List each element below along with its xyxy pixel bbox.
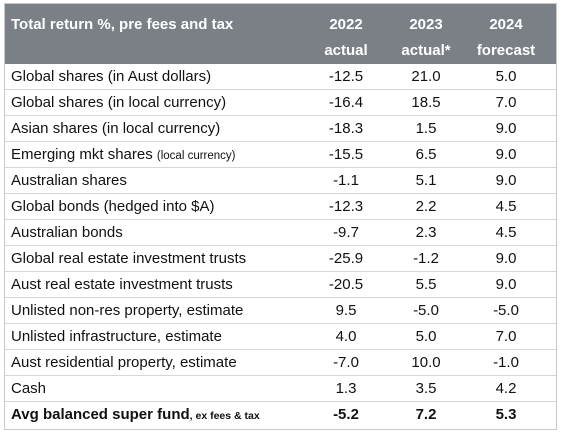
value-2024: 9.0 bbox=[495, 120, 517, 137]
value-2022: -7.0 bbox=[333, 354, 359, 371]
row-label: Australian shares bbox=[11, 172, 127, 189]
row-label: Avg balanced super fund, ex fees & tax bbox=[11, 406, 260, 423]
row-label-text: Global real estate investment trusts bbox=[11, 250, 247, 267]
value-2024: -5.0 bbox=[493, 302, 519, 319]
returns-table: Total return %, pre fees and tax 2022 ac… bbox=[4, 3, 557, 430]
table-row: Aust real estate investment trusts -20.5 5… bbox=[5, 272, 556, 298]
row-label-note: , ex fees & tax bbox=[189, 410, 260, 422]
value-2022: -5.2 bbox=[333, 406, 359, 423]
value-2023: 1.5 bbox=[415, 120, 437, 137]
value-2022: -20.5 bbox=[328, 276, 364, 293]
value-2022: -12.5 bbox=[328, 68, 364, 85]
value-2024: 4.5 bbox=[495, 224, 517, 241]
row-label-text: Emerging mkt shares bbox=[11, 146, 157, 163]
row-label: Aust residential property, estimate bbox=[11, 354, 237, 371]
row-label-text: Cash bbox=[11, 380, 47, 397]
row-label: Emerging mkt shares (local currency) bbox=[11, 146, 236, 163]
row-label-text: Global bonds (hedged into $A) bbox=[11, 198, 215, 215]
row-label-note: (local currency) bbox=[156, 150, 236, 162]
value-2024: 4.5 bbox=[495, 198, 517, 215]
value-2024: 9.0 bbox=[495, 146, 517, 163]
row-label: Unlisted non-res property, estimate bbox=[11, 302, 243, 319]
total-row: Avg balanced super fund, ex fees & tax -5… bbox=[5, 402, 556, 428]
table-body: Global shares (in Aust dollars) -12.5 21.0… bbox=[5, 64, 556, 428]
row-label-text: Unlisted infrastructure, estimate bbox=[11, 328, 222, 345]
table-row: Global real estate investment trusts -25.… bbox=[5, 246, 556, 272]
value-2022: -16.4 bbox=[328, 94, 364, 111]
value-2022: 1.3 bbox=[335, 380, 357, 397]
value-2024: 4.2 bbox=[495, 380, 517, 397]
row-label-text: Aust real estate investment trusts bbox=[11, 276, 233, 293]
row-label: Global shares (in Aust dollars) bbox=[11, 68, 211, 85]
row-label: Aust real estate investment trusts bbox=[11, 276, 233, 293]
value-2023: 6.5 bbox=[415, 146, 437, 163]
value-2022: -9.7 bbox=[333, 224, 359, 241]
column-status: actual bbox=[324, 42, 368, 59]
value-2024: -1.0 bbox=[493, 354, 519, 371]
value-2023: 5.5 bbox=[415, 276, 437, 293]
value-2024: 5.0 bbox=[495, 68, 517, 85]
value-2022: -1.1 bbox=[333, 172, 359, 189]
row-label: Australian bonds bbox=[11, 224, 123, 241]
table-row: Global bonds (hedged into $A) -12.3 2.2 4.5 bbox=[5, 194, 556, 220]
table-row: Australian bonds -9.7 2.3 4.5 bbox=[5, 220, 556, 246]
row-label-text: Australian bonds bbox=[11, 224, 123, 241]
table-row: Unlisted infrastructure, estimate 4.0 5.0 7… bbox=[5, 324, 556, 350]
table-row: Global shares (in local currency) -16.4 18… bbox=[5, 90, 556, 116]
value-2023: 2.2 bbox=[415, 198, 437, 215]
value-2022: 4.0 bbox=[335, 328, 357, 345]
value-2022: -12.3 bbox=[328, 198, 364, 215]
row-label: Global bonds (hedged into $A) bbox=[11, 198, 214, 215]
table-title: Total return %, pre fees and tax bbox=[11, 16, 234, 33]
value-2023: 21.0 bbox=[411, 68, 441, 85]
row-label-text: Asian shares (in local currency) bbox=[11, 120, 221, 137]
value-2024: 7.0 bbox=[495, 94, 517, 111]
column-status: forecast bbox=[476, 42, 536, 59]
table-header: Total return %, pre fees and tax 2022 ac… bbox=[5, 4, 556, 64]
value-2022: 9.5 bbox=[335, 302, 357, 319]
value-2023: -1.2 bbox=[413, 250, 439, 267]
value-2022: -25.9 bbox=[328, 250, 364, 267]
value-2022: -15.5 bbox=[328, 146, 364, 163]
row-label-text: Avg balanced super fund bbox=[11, 406, 190, 423]
table-row: Aust residential property, estimate -7.0 1… bbox=[5, 350, 556, 376]
table-row: Cash 1.3 3.5 4.2 bbox=[5, 376, 556, 402]
value-2023: 3.5 bbox=[415, 380, 437, 397]
row-label-text: Global shares (in local currency) bbox=[11, 94, 227, 111]
value-2023: 10.0 bbox=[411, 354, 441, 371]
value-2023: 5.0 bbox=[415, 328, 437, 345]
table-row: Asian shares (in local currency) -18.3 1.5… bbox=[5, 116, 556, 142]
value-2022: -18.3 bbox=[328, 120, 364, 137]
value-2024: 9.0 bbox=[495, 250, 517, 267]
row-label: Asian shares (in local currency) bbox=[11, 120, 220, 137]
value-2024: 7.0 bbox=[495, 328, 517, 345]
value-2024: 5.3 bbox=[495, 406, 517, 423]
column-status: actual* bbox=[401, 42, 451, 59]
column-year: 2022 bbox=[329, 16, 363, 33]
row-label: Cash bbox=[11, 380, 46, 397]
value-2023: -5.0 bbox=[413, 302, 439, 319]
row-label-text: Unlisted non-res property, estimate bbox=[11, 302, 244, 319]
value-2023: 2.3 bbox=[415, 224, 437, 241]
row-label: Global real estate investment trusts bbox=[11, 250, 246, 267]
value-2024: 9.0 bbox=[495, 276, 517, 293]
row-label: Global shares (in local currency) bbox=[11, 94, 226, 111]
row-label-text: Australian shares bbox=[11, 172, 127, 189]
column-year: 2024 bbox=[489, 16, 523, 33]
row-label-text: Aust residential property, estimate bbox=[11, 354, 237, 371]
table-row: Unlisted non-res property, estimate 9.5 -5… bbox=[5, 298, 556, 324]
row-label-text: Global shares (in Aust dollars) bbox=[11, 68, 212, 85]
value-2024: 9.0 bbox=[495, 172, 517, 189]
value-2023: 18.5 bbox=[411, 94, 441, 111]
row-label: Unlisted infrastructure, estimate bbox=[11, 328, 222, 345]
table-row: Emerging mkt shares (local currency) -15.… bbox=[5, 142, 556, 168]
value-2023: 7.2 bbox=[415, 406, 437, 423]
table-row: Australian shares -1.1 5.1 9.0 bbox=[5, 168, 556, 194]
value-2023: 5.1 bbox=[415, 172, 437, 189]
table-row: Global shares (in Aust dollars) -12.5 21.0… bbox=[5, 64, 556, 90]
column-year: 2023 bbox=[409, 16, 443, 33]
